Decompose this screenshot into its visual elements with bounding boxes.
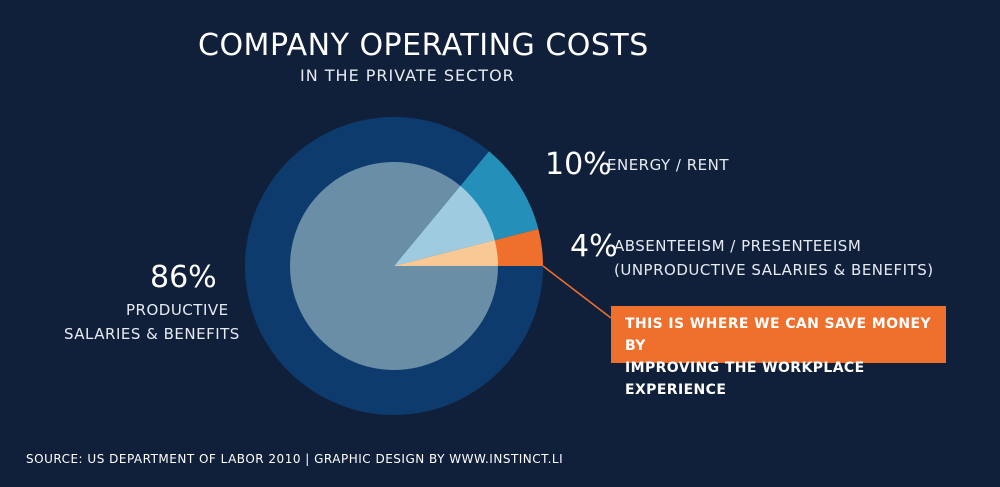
pie-inner-slice-absenteeism [394, 240, 498, 266]
slice-label-absenteeism-line-2: (UNPRODUCTIVE SALARIES & BENEFITS) [614, 261, 934, 279]
source-credit: SOURCE: US DEPARTMENT OF LABOR 2010 | GR… [26, 452, 564, 466]
callout-line-2: IMPROVING THE WORKPLACE EXPERIENCE [625, 360, 865, 398]
callout-line-1: THIS IS WHERE WE CAN SAVE MONEY BY [625, 316, 932, 354]
slice-label-productive-line-2: SALARIES & BENEFITS [64, 325, 240, 343]
slice-label-productive-line-1: PRODUCTIVE [126, 301, 229, 319]
slice-label-productive: PRODUCTIVE SALARIES & BENEFITS [64, 298, 240, 346]
slice-percent-energy: 10% [545, 147, 612, 182]
pie-inner-slice-energy [394, 185, 495, 266]
slice-label-absenteeism-line-1: ABSENTEEISM / PRESENTEEISM [614, 237, 862, 255]
callout-leader-line [542, 265, 612, 319]
slice-label-energy: ENERGY / RENT [607, 156, 730, 174]
savings-callout-box: THIS IS WHERE WE CAN SAVE MONEY BY IMPRO… [611, 306, 946, 398]
slice-label-absenteeism: ABSENTEEISM / PRESENTEEISM (UNPRODUCTIVE… [614, 234, 934, 282]
pie-inner-slice-productive [290, 162, 498, 371]
slice-percent-absenteeism: 4% [570, 229, 618, 264]
slice-percent-productive: 86% [150, 260, 217, 295]
chart-title: COMPANY OPERATING COSTS [198, 28, 649, 63]
chart-subtitle: IN THE PRIVATE SECTOR [300, 66, 515, 85]
